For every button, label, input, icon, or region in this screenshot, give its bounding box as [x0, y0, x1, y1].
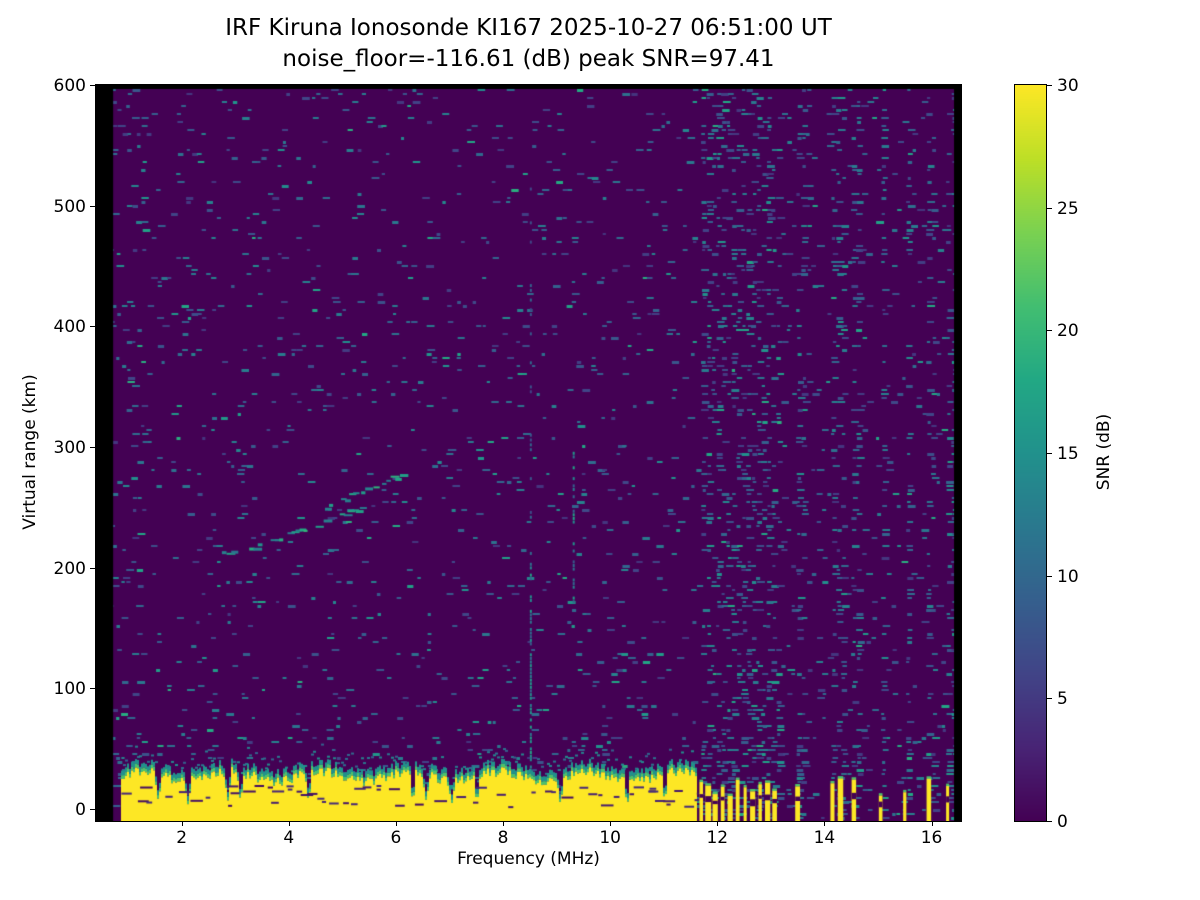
x-tick-mark — [395, 822, 397, 826]
y-tick-label: 600 — [53, 76, 86, 96]
y-tick-mark — [90, 567, 95, 569]
y-tick-mark — [90, 688, 95, 690]
x-tick-label: 4 — [283, 828, 295, 848]
colorbar-tick-label: 10 — [1057, 566, 1079, 587]
colorbar-canvas — [1015, 85, 1046, 821]
x-tick-mark — [288, 822, 290, 826]
x-tick-label: 6 — [390, 828, 402, 848]
colorbar-tick-label: 5 — [1057, 689, 1068, 710]
x-tick-mark — [824, 822, 826, 826]
y-tick-label: 200 — [53, 558, 86, 579]
x-tick-label: 14 — [813, 828, 836, 848]
y-tick-label: 0 — [75, 799, 86, 820]
plot-area — [95, 84, 962, 822]
colorbar-tick-label: 30 — [1057, 76, 1079, 96]
colorbar — [1014, 84, 1047, 822]
colorbar-tick-label: 0 — [1057, 812, 1068, 832]
y-tick-mark — [90, 205, 95, 207]
colorbar-tick-mark — [1047, 453, 1052, 454]
colorbar-tick-mark — [1047, 575, 1052, 577]
chart-subtitle: noise_floor=-116.61 (dB) peak SNR=97.41 — [282, 46, 775, 72]
y-tick-label: 100 — [53, 679, 86, 700]
colorbar-tick-mark — [1047, 85, 1052, 86]
colorbar-tick-mark — [1047, 330, 1052, 332]
colorbar-tick-label: 20 — [1057, 321, 1079, 342]
x-tick-mark — [717, 822, 719, 826]
x-tick-mark — [181, 822, 183, 826]
colorbar-tick-mark — [1047, 821, 1052, 822]
x-tick-label: 8 — [497, 828, 509, 848]
colorbar-label: SNR (dB) — [1094, 413, 1114, 491]
colorbar-tick-label: 25 — [1057, 198, 1079, 219]
x-tick-label: 16 — [920, 828, 943, 848]
colorbar-tick-mark — [1047, 698, 1052, 700]
y-tick-mark — [90, 808, 95, 810]
x-tick-label: 10 — [599, 828, 621, 848]
x-axis-label: Frequency (MHz) — [457, 849, 600, 869]
x-tick-label: 12 — [706, 828, 729, 848]
x-tick-label: 2 — [176, 828, 188, 848]
x-tick-mark — [503, 822, 505, 826]
y-tick-mark — [90, 446, 95, 448]
y-tick-label: 400 — [53, 317, 86, 338]
y-tick-mark — [90, 326, 95, 328]
heatmap-canvas — [96, 85, 961, 821]
y-tick-label: 300 — [53, 437, 86, 458]
x-tick-mark — [931, 822, 933, 826]
x-tick-mark — [610, 822, 612, 826]
y-tick-mark — [90, 85, 95, 86]
y-tick-label: 500 — [53, 196, 86, 217]
colorbar-tick-mark — [1047, 207, 1052, 209]
colorbar-tick-label: 15 — [1057, 444, 1079, 464]
chart-title: IRF Kiruna Ionosonde KI167 2025-10-27 06… — [225, 15, 832, 41]
